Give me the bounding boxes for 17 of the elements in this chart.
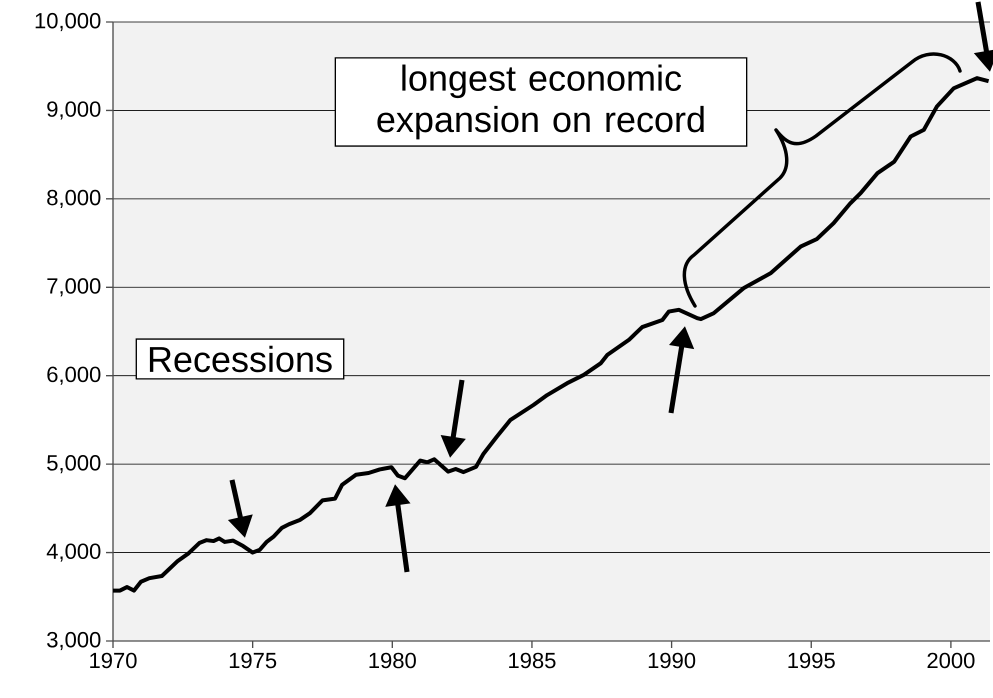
- y-tick-label: 9,000: [47, 101, 100, 120]
- y-tick-label: 3,000: [47, 632, 100, 650]
- y-tick-label: 5,000: [47, 455, 100, 474]
- x-tick-label: 1975: [230, 652, 276, 668]
- annotation: Recessions: [150, 346, 332, 372]
- x-tick-label: 1970: [90, 652, 137, 668]
- x-tick-label: 2000: [928, 652, 974, 668]
- y-tick-label: 7,000: [47, 278, 100, 296]
- x-tick-label: 1985: [509, 652, 556, 668]
- y-tick-label: 4,000: [46, 543, 100, 562]
- x-tick-label: 1990: [648, 652, 696, 668]
- y-tick-label: 8,000: [47, 190, 100, 208]
- x-tick-label: 1980: [370, 652, 416, 668]
- y-tick-label: 10,000: [36, 12, 100, 32]
- annotation: longest economic expansion on record: [377, 64, 704, 140]
- y-tick-label: 6,000: [47, 366, 100, 385]
- x-tick-label: 1995: [788, 652, 835, 668]
